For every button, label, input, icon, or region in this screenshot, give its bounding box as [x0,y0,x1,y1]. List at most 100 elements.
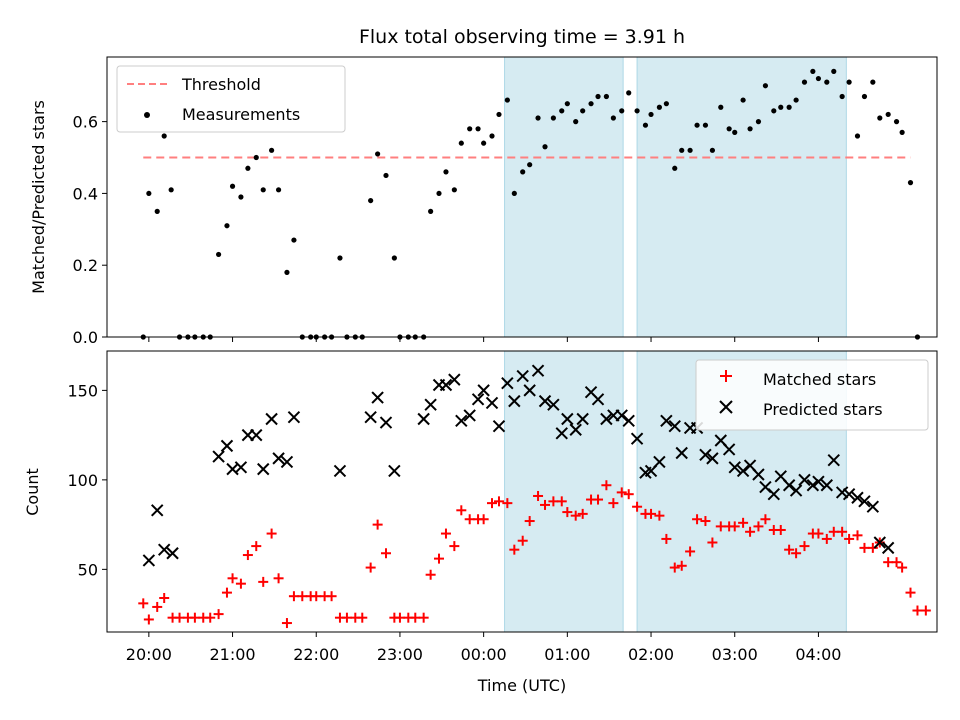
measurement-point [443,169,449,175]
measurement-point [893,119,900,125]
bottom-plot-frame [106,350,938,633]
measurement-point [732,129,738,135]
measurement-point [146,190,152,197]
x-axis-label: Time (UTC) [477,676,566,695]
matched-star-point [540,499,551,510]
matched-star-point [891,557,902,568]
predicted-star-point [789,484,803,497]
matched-star-point [784,544,795,555]
matched-star-point [791,548,802,559]
matched-star-point [669,562,680,573]
matched-star-point [372,519,383,530]
measurement-point [762,83,769,89]
matched-star-point [174,612,185,623]
matched-star-point [593,494,604,505]
measurement-point [368,197,374,204]
measurement-point [619,108,625,114]
chart-title: Flux total observing time = 3.91 h [359,26,685,48]
predicted-star-point [265,412,278,426]
predicted-star-point [257,462,270,476]
matched-star-point [478,514,489,525]
matched-star-point [883,557,894,568]
matched-star-point [227,573,238,584]
matched-star-point [623,489,634,500]
matched-star-point [509,544,520,555]
matched-star-point [837,526,848,537]
measurement-point [778,104,784,110]
measurement-point [626,90,632,96]
predicted-star-point [722,443,736,456]
matched-star-point [410,612,421,623]
predicted-star-point [827,453,840,467]
predicted-star-point [600,412,613,426]
predicted-star-point [699,448,712,462]
matched-star-point [159,592,170,603]
measurement-point [527,162,533,168]
predicted-star-point [622,414,635,428]
predicted-star-point [157,543,171,556]
matched-star-point [152,601,163,612]
matched-star-point [729,521,740,532]
predicted-star-point [653,455,666,469]
measurement-point [154,208,160,214]
bottom-panel: 50 100 150 20:00 21:00 22:00 23:00 00:00 01:00 0… [23,350,938,695]
top-shaded-spans [504,56,847,338]
y-tick-label: 0.0 [73,328,98,347]
y-tick-label: 50 [78,560,98,579]
matched-star-point [288,591,299,602]
legend-predicted-swatch [719,400,733,414]
x-tick-label: 21:00 [209,645,255,664]
predicted-star-point [866,500,880,513]
predicted-star-point [508,394,521,408]
measurement-point [580,108,586,114]
shaded-span-2 [636,56,847,338]
predicted-star-point [448,373,461,386]
measurement-point [740,97,746,103]
predicted-star-point [538,394,552,408]
x-tick-label: 03:00 [712,645,758,664]
predicted-star-point [615,409,628,422]
matched-star-point [897,562,908,573]
matched-star-point [738,517,749,528]
bottom-legend-box [695,359,929,431]
legend-measurements-swatch [144,112,150,118]
measurement-point [573,119,579,125]
predicted-star-point [728,461,741,474]
matched-star-point [449,541,460,552]
predicted-star-point [250,428,263,442]
predicted-star-point [463,409,476,422]
measurement-point [786,104,792,110]
matched-star-point [138,598,149,609]
matched-star-point [456,505,467,516]
measurement-point [511,190,517,197]
measurement-point [238,194,244,200]
matched-star-point [920,605,931,616]
bottom-x-ticks: 20:00 21:00 22:00 23:00 00:00 01:00 02:00 03:00… [126,632,841,664]
bottom-legend: Matched stars Predicted stars [695,359,929,431]
measurement-point [672,165,678,171]
measurement-point [535,115,541,121]
predicted-star-point [333,464,347,478]
measurement-point [451,187,457,193]
measurement-point [687,147,693,153]
shaded-span-1 [504,350,624,633]
measurement-point [755,119,762,125]
top-panel: 0.0 0.2 0.4 0.6 Matched/Predicted stars Thr… [29,56,938,347]
matched-star-point [326,591,337,602]
top-legend: Threshold Measurements [116,65,346,133]
measurement-point [559,108,565,114]
predicted-star-point [220,439,234,453]
legend-matched-swatch [720,370,732,382]
matched-star-point [745,526,756,537]
matched-star-point [380,548,391,559]
matched-star-point [311,591,322,602]
matched-star-point [281,618,292,629]
predicted-star-point [492,419,506,433]
measurement-point [481,140,487,146]
predicted-star-point [417,412,430,426]
matched-star-point [700,516,711,527]
predicted-star-point [364,411,377,424]
matched-star-point [556,496,567,507]
matched-star-point [266,528,277,539]
predicted-star-point [485,396,499,410]
